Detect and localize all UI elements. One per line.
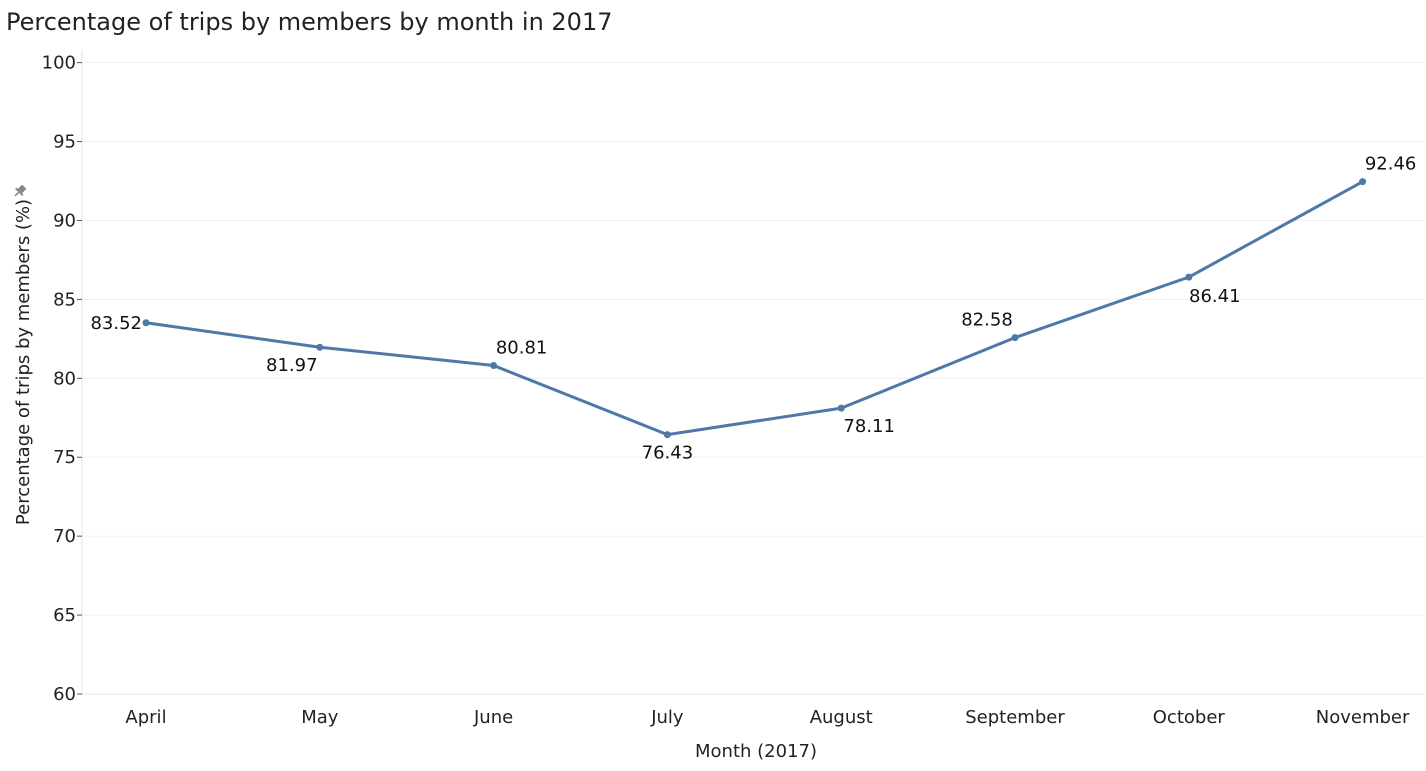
y-tick-label: 80 — [53, 368, 76, 389]
y-tick-label: 100 — [42, 53, 76, 74]
x-axis-title: Month (2017) — [695, 741, 817, 762]
x-tick-label: June — [473, 707, 513, 728]
data-point[interactable] — [142, 319, 150, 327]
y-tick-label: 75 — [53, 447, 76, 468]
y-tick-label: 95 — [53, 132, 76, 153]
series-line — [145, 180, 1364, 437]
data-point[interactable] — [316, 343, 324, 351]
x-tick-label: August — [810, 707, 873, 728]
x-tick-label: April — [125, 707, 166, 728]
y-tick-label: 85 — [53, 289, 76, 310]
data-label: 86.41 — [1189, 286, 1241, 307]
data-point[interactable] — [1011, 334, 1019, 342]
data-point[interactable] — [837, 404, 845, 412]
data-point[interactable] — [1185, 273, 1193, 281]
data-label: 82.58 — [961, 310, 1013, 331]
data-label: 83.52 — [90, 313, 142, 334]
y-axis-ticks: 60 65 70 75 80 85 90 95 100 — [42, 53, 82, 705]
x-tick-label: July — [650, 707, 684, 728]
y-tick-label: 70 — [53, 526, 76, 547]
x-axis-ticks: April May June July August September October No… — [125, 707, 1410, 728]
pin-icon[interactable] — [12, 183, 28, 199]
y-tick-label: 60 — [53, 684, 76, 705]
data-label: 76.43 — [642, 443, 694, 464]
data-point[interactable] — [490, 362, 498, 370]
data-point[interactable] — [663, 431, 671, 439]
data-point[interactable] — [1359, 178, 1367, 186]
y-tick-label: 90 — [53, 210, 76, 231]
data-label: 92.46 — [1365, 154, 1417, 175]
x-tick-label: October — [1153, 707, 1226, 728]
chart-title: Percentage of trips by members by month … — [6, 8, 613, 36]
data-label: 81.97 — [266, 355, 318, 376]
x-tick-label: November — [1316, 707, 1410, 728]
data-label: 80.81 — [496, 338, 548, 359]
x-tick-label: September — [965, 707, 1065, 728]
data-points — [142, 178, 1367, 439]
y-tick-label: 65 — [53, 605, 76, 626]
y-axis-title: Percentage of trips by members (%) — [13, 199, 34, 525]
gridlines — [82, 62, 1424, 616]
data-label: 78.11 — [843, 416, 895, 437]
data-labels: 83.52 81.97 80.81 76.43 78.11 82.58 86.41 92.46 — [90, 154, 1416, 464]
x-tick-label: May — [301, 707, 339, 728]
